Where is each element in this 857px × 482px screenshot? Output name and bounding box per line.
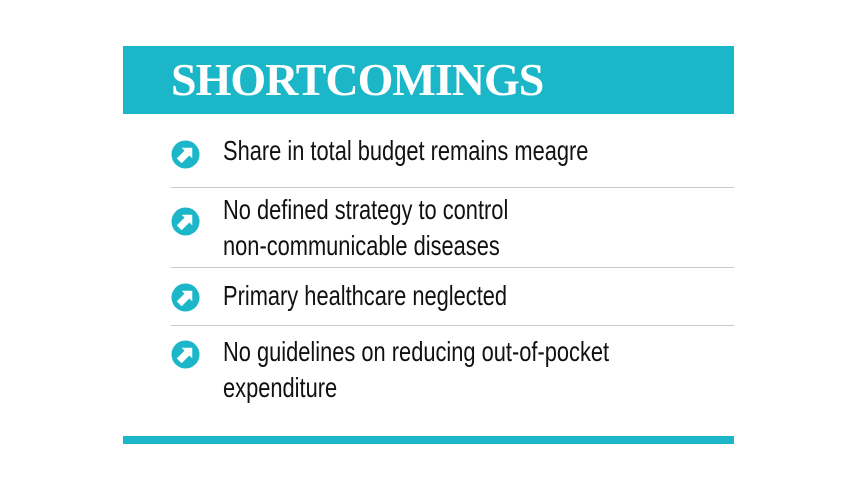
list-item: Primary healthcare neglected	[171, 268, 734, 326]
list-item-line: expenditure	[223, 372, 338, 403]
list-item-line: non-communicable diseases	[223, 230, 500, 261]
list-item: No defined strategy to control non-commu…	[171, 188, 734, 268]
list-item-line: Primary healthcare neglected	[223, 280, 508, 311]
list-item-text: No guidelines on reducing out-of-pocket …	[223, 334, 609, 406]
arrow-up-right-circle-icon	[171, 283, 200, 312]
list-item-line: No defined strategy to control	[223, 194, 509, 225]
arrow-up-right-circle-icon	[171, 207, 200, 236]
info-card: SHORTCOMINGS Share in total budget remai…	[123, 46, 734, 444]
card-title: SHORTCOMINGS	[171, 54, 544, 105]
footer-rule	[123, 436, 734, 444]
shortcomings-list: Share in total budget remains meagre No …	[171, 114, 734, 426]
list-item-text: Primary healthcare neglected	[223, 278, 507, 314]
list-item-text: No defined strategy to control non-commu…	[223, 192, 508, 264]
list-item-line: No guidelines on reducing out-of-pocket	[223, 336, 610, 367]
list-item: Share in total budget remains meagre	[171, 114, 734, 188]
list-item-text: Share in total budget remains meagre	[223, 133, 588, 169]
arrow-up-right-circle-icon	[171, 140, 200, 169]
list-item: No guidelines on reducing out-of-pocket …	[171, 326, 734, 426]
list-item-line: Share in total budget remains meagre	[223, 135, 589, 166]
arrow-up-right-circle-icon	[171, 340, 200, 369]
header-bar: SHORTCOMINGS	[123, 46, 734, 114]
